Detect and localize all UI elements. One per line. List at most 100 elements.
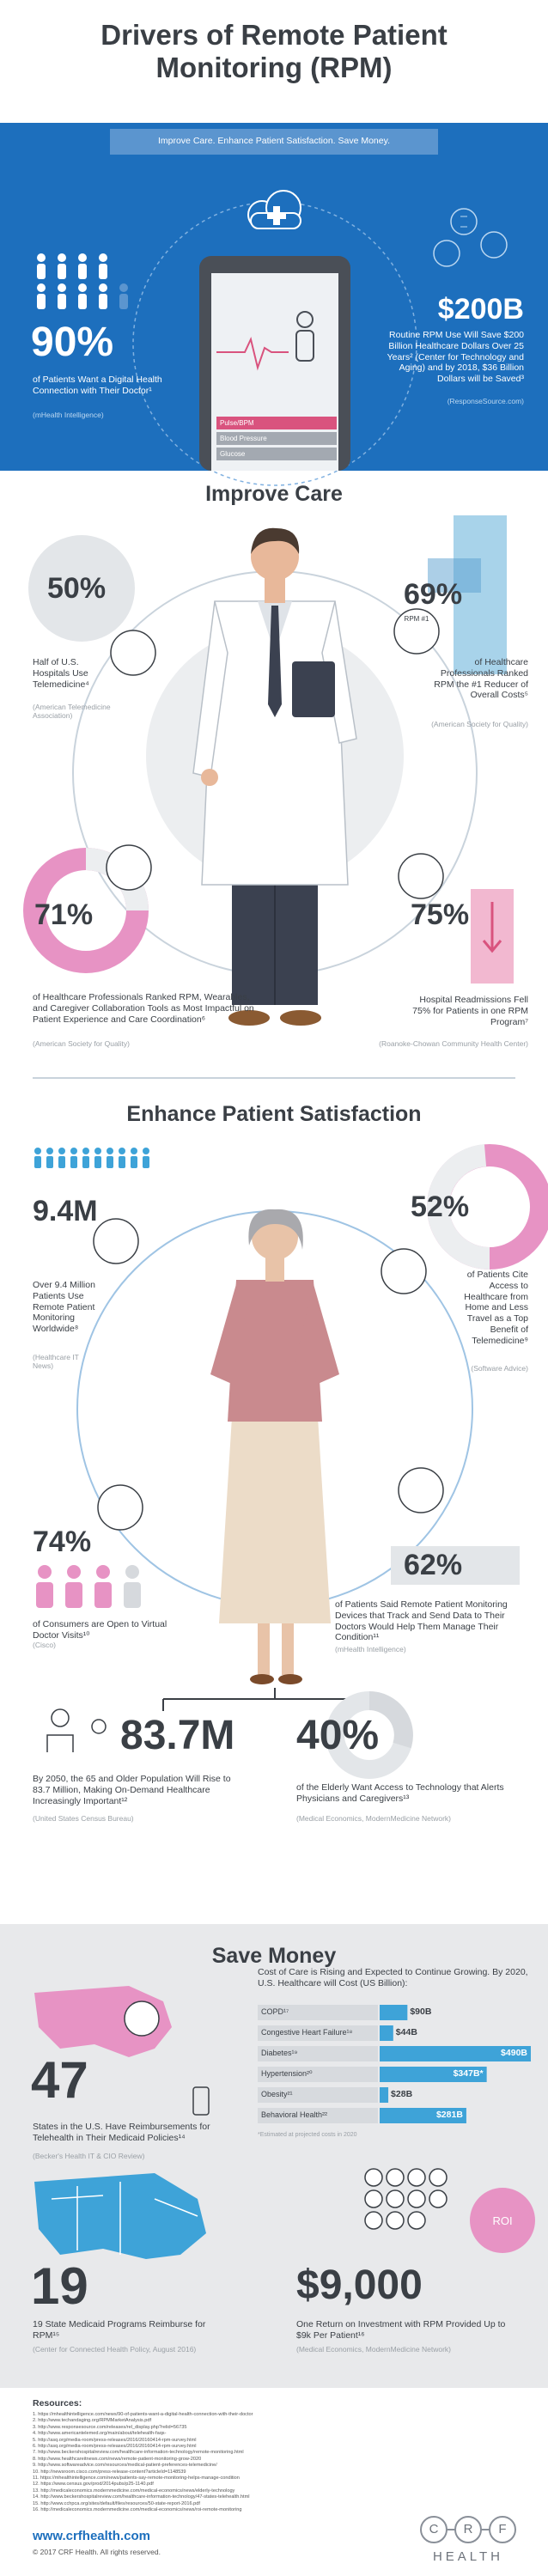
category-cell <box>258 2046 378 2061</box>
logo-letter: R <box>463 2522 473 2536</box>
stat-source: (mHealth Intelligence) <box>335 1645 406 1653</box>
stat-value: 50% <box>47 572 107 605</box>
dollar-signs <box>460 216 467 228</box>
stat-text: Routine RPM Use Will Save $200 Billion H… <box>387 330 524 385</box>
section-title: Enhance Patient Satisfaction <box>126 1102 422 1126</box>
roi-circle <box>470 2188 535 2253</box>
value-label: $490B <box>501 2048 527 2058</box>
chart-note: *Estimated at projected costs in 2020 <box>258 2132 357 2138</box>
stat-text: of the Elderly Want Access to Technology… <box>296 1782 504 1804</box>
logo-letter: F <box>498 2522 507 2536</box>
resource-item: 1. https://mhealthintelligence.com/news/… <box>33 2412 253 2417</box>
stat-text: States in the U.S. Have Reimbursements f… <box>33 2122 210 2143</box>
people-icons <box>34 1148 149 1168</box>
resource-item: 5. http://asq.org/media-room/press-relea… <box>33 2437 197 2443</box>
category-label: Congestive Heart Failure¹⁸ <box>261 2028 353 2037</box>
resource-item: 10. http://newsroom.cisco.com/press-rele… <box>33 2469 186 2475</box>
footer-url: www.crfhealth.com <box>33 2529 150 2543</box>
stat-bar <box>428 558 481 593</box>
state-lines <box>51 2182 198 2255</box>
bar <box>380 2087 389 2103</box>
resource-item: 2. http://www.techandaging.org/RPMMarket… <box>33 2418 152 2424</box>
down-arrow <box>482 902 502 953</box>
stat-source: (Software Advice) <box>471 1364 528 1373</box>
category-cell <box>258 2067 378 2082</box>
stat-value: 74% <box>33 1526 92 1558</box>
dollar-icons <box>433 208 508 267</box>
stat-text: of Patients Cite Access to Healthcare fr… <box>464 1270 528 1346</box>
category-label: Behavioral Health²² <box>261 2110 328 2119</box>
stat-value: 75% <box>411 898 470 931</box>
stat-text: of Consumers are Open to Virtual Doctor … <box>33 1619 167 1641</box>
stat-value: 71% <box>34 898 94 931</box>
stat-value: $200B <box>437 293 524 326</box>
resource-item: 8. http://www.healthcareitnews.com/news/… <box>33 2456 202 2462</box>
subtitle: Improve Care. Enhance Patient Satisfacti… <box>157 136 391 146</box>
stat-source: (Cisco) <box>33 1641 56 1649</box>
bar <box>380 2005 408 2020</box>
stat-text: One Return on Investment with RPM Provid… <box>296 2319 506 2341</box>
stat-source: (American Telemedicine Association) <box>33 703 111 721</box>
stat-source: (Center for Connected Health Policy, Aug… <box>33 2345 197 2354</box>
stat-source: (Becker's Health IT & CIO Review) <box>33 2152 145 2160</box>
ring-icons <box>93 1218 444 1531</box>
bar <box>380 2108 466 2123</box>
stat-value: 69% <box>404 578 463 611</box>
phone-button: Glucose <box>220 450 246 458</box>
elderly-icons <box>46 1708 107 1752</box>
dollar-icon <box>124 2001 160 2037</box>
stat-value: $9,000 <box>296 2262 423 2308</box>
stat-value: 62% <box>404 1549 463 1581</box>
people-icons <box>37 253 128 309</box>
stat-source: (Medical Economics, ModernMedicine Netwo… <box>296 2345 451 2354</box>
roi-label: ROI <box>492 2214 513 2227</box>
stat-value: 52% <box>411 1191 470 1223</box>
stat-value: 83.7M <box>120 1713 235 1758</box>
category-label: Hypertension²⁰ <box>261 2069 313 2078</box>
resource-item: 9. http://www.softwareadvice.com/resourc… <box>33 2463 217 2469</box>
chart-title: Cost of Care is Rising and Expected to C… <box>258 1967 528 1988</box>
stat-text: of Patients Want a Digital Health Connec… <box>33 375 162 396</box>
stat-text: Over 9.4 Million Patients Use Remote Pat… <box>33 1280 95 1335</box>
stat-text: Half of U.S. Hospitals Use Telemedicine⁴ <box>33 657 89 690</box>
section-title: Save Money <box>211 1944 337 1968</box>
stat-value: 40% <box>296 1713 380 1758</box>
coins <box>364 2168 448 2230</box>
resource-item: 14. http://www.beckershospitalreview.com… <box>33 2494 250 2500</box>
category-cell <box>258 2108 378 2123</box>
category-label: COPD¹⁷ <box>261 2007 289 2016</box>
stat-box <box>391 1546 520 1585</box>
page-title: Drivers of Remote Patient Monitoring (RP… <box>100 19 448 83</box>
stat-text: By 2050, the 65 and Older Population Wil… <box>33 1774 231 1806</box>
stat-source: (Roanoke-Chowan Community Health Center) <box>379 1039 528 1048</box>
category-cell <box>258 2005 378 2020</box>
people-icons-pink <box>36 1565 141 1608</box>
resource-item: 4. http://www.americantelemed.org/main/a… <box>33 2431 167 2437</box>
phone-button: Pulse/BPM <box>220 419 254 427</box>
stat-source: (mHealth Intelligence) <box>33 411 104 419</box>
stat-source: (Healthcare IT News) <box>33 1353 79 1371</box>
subtitle-strip <box>110 129 438 155</box>
icon-label: RPM #1 <box>404 615 429 623</box>
resource-item: 16. http://medicaleconomics.modernmedici… <box>33 2507 242 2512</box>
resource-item: 15. http://www.cchpca.org/sites/default/… <box>33 2500 200 2506</box>
resources-title: Resources: <box>33 2398 82 2409</box>
stat-text: Hospital Readmissions Fell 75% for Patie… <box>412 995 528 1027</box>
value-label: $44B <box>395 2027 417 2037</box>
phone <box>199 256 350 471</box>
stat-circle <box>28 535 135 642</box>
bar <box>380 2067 487 2082</box>
category-cell <box>258 2087 378 2103</box>
stat-value: 9.4M <box>33 1195 98 1227</box>
stat-source: (United States Census Bureau) <box>33 1814 134 1823</box>
doctor <box>192 527 357 1026</box>
resource-item: 6. http://asq.org/media-room/press-relea… <box>33 2444 197 2449</box>
stat-source: (ResponseSource.com) <box>447 397 524 405</box>
resource-item: 3. http://www.responsesource.com/release… <box>33 2424 187 2430</box>
value-label: $28B <box>391 2089 413 2099</box>
phone-button: Blood Pressure <box>220 435 267 442</box>
stat-value: 47 <box>31 2051 88 2109</box>
stat-text: of Patients Said Remote Patient Monitori… <box>335 1599 508 1643</box>
stat-text: 19 State Medicaid Programs Reimburse for… <box>33 2319 206 2341</box>
